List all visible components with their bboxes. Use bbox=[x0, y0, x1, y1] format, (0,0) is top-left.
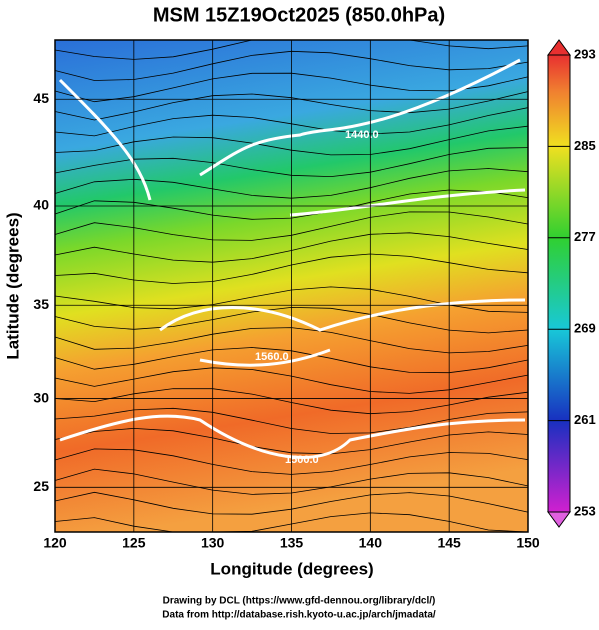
x-tick-label: 120 bbox=[43, 535, 67, 551]
y-tick-label: 30 bbox=[33, 389, 49, 405]
colorbar-tick-label: 277 bbox=[574, 229, 596, 244]
colorbar-min-triangle bbox=[547, 511, 571, 528]
y-tick-label: 40 bbox=[33, 197, 49, 213]
height-contours bbox=[58, 58, 526, 459]
y-tick-label: 45 bbox=[33, 90, 49, 106]
map-frame bbox=[54, 39, 529, 533]
colorbar-tick-label: 253 bbox=[574, 503, 596, 518]
x-tick-label: 150 bbox=[516, 535, 540, 551]
credit: Data from http://database.rish.kyoto-u.a… bbox=[162, 610, 436, 621]
contour-label: 1560.0 bbox=[255, 351, 289, 363]
colorbar-tick-label: 261 bbox=[574, 412, 596, 427]
colorbar-max-triangle bbox=[547, 39, 571, 56]
x-tick-label: 145 bbox=[437, 535, 461, 551]
x-tick-label: 140 bbox=[359, 535, 383, 551]
y-tick-label: 35 bbox=[33, 296, 49, 312]
y-axis-label: Latitude (degrees) bbox=[3, 212, 22, 359]
colorbar-ticks: 293 285 277 269 261 253 bbox=[548, 46, 596, 518]
title: MSM 15Z19Oct2025 (850.0hPa) bbox=[153, 4, 445, 26]
colorbar-tick-label: 285 bbox=[574, 138, 596, 153]
y-tick-label: 25 bbox=[33, 478, 49, 494]
x-axis-label: Longitude (degrees) bbox=[210, 559, 373, 578]
colorbar-tick-label: 293 bbox=[574, 46, 596, 61]
contour-label: 1500.0 bbox=[285, 454, 319, 466]
colorbar-tick-label: 269 bbox=[574, 321, 596, 336]
contour-label: 1440.0 bbox=[345, 129, 379, 141]
credit: Drawing by DCL (https://www.gfd-dennou.o… bbox=[163, 596, 436, 607]
colorbar bbox=[547, 54, 571, 513]
x-tick-label: 125 bbox=[122, 535, 146, 551]
x-tick-label: 135 bbox=[280, 535, 304, 551]
x-tick-label: 130 bbox=[201, 535, 225, 551]
